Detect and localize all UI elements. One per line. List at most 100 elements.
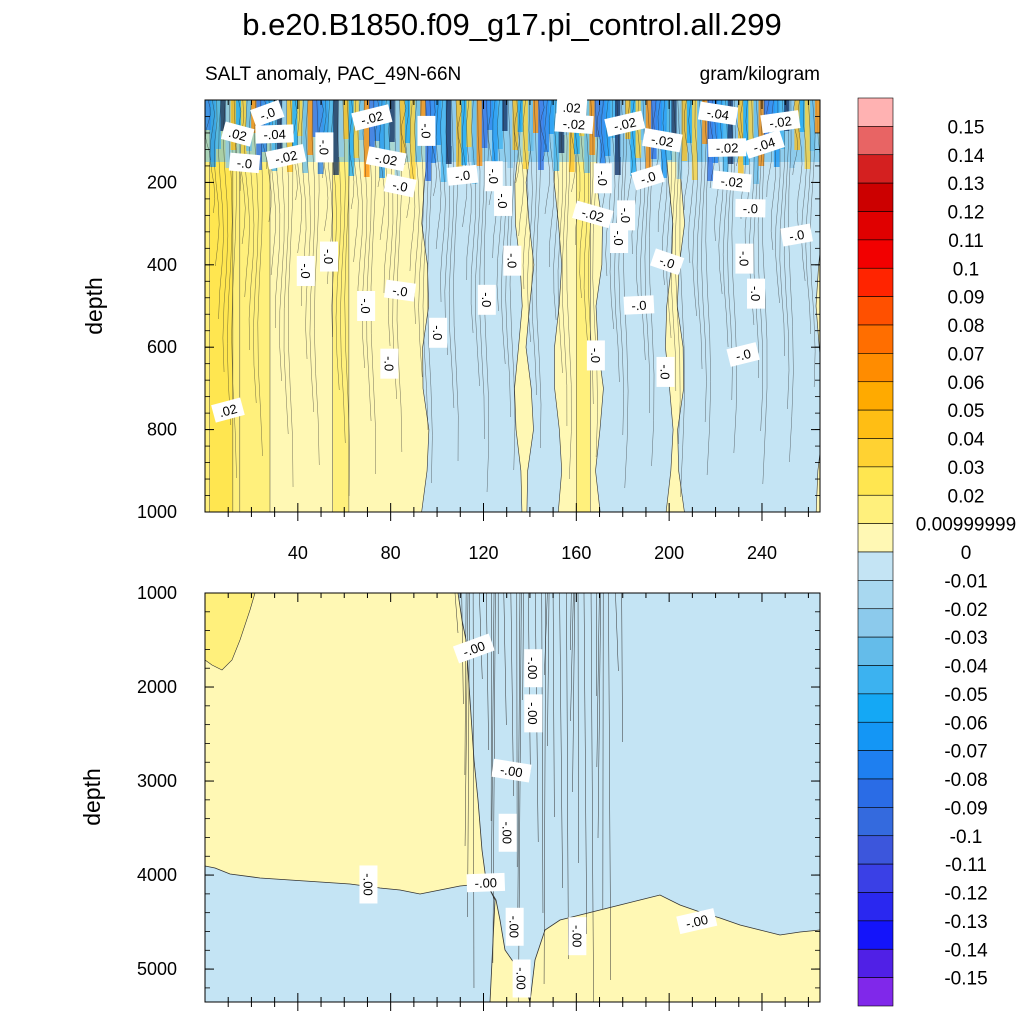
contour-label-box: [452, 633, 495, 664]
contour-label: -.0: [494, 185, 513, 216]
top-contour-line: [205, 100, 211, 161]
colorbar-label: -0.05: [944, 685, 987, 706]
contour-label-text: -.02: [650, 131, 675, 150]
contour-label-box: [505, 907, 524, 946]
top-surface-stripe: [671, 100, 678, 142]
contour-label-box: [417, 115, 436, 146]
contour-label-text: -.00: [499, 762, 523, 780]
top-surface-stripe: [394, 100, 401, 179]
contour-label: -.0: [380, 348, 399, 379]
top-contour-line: [296, 100, 302, 254]
contour-label-text: -.02: [716, 140, 739, 155]
contour-label-box: [735, 198, 766, 218]
colorbar-label: -0.08: [944, 770, 987, 791]
contour-label-text: -.0: [258, 104, 277, 123]
contour-label-box: [466, 872, 506, 893]
contour-label-text: -.02: [274, 148, 299, 167]
contour-label: -.02: [604, 110, 646, 137]
top-contour-line: [501, 100, 507, 365]
top-surface-stripe: [440, 100, 447, 182]
contour-label-text: -.0: [298, 263, 313, 278]
top-contour-line: [609, 100, 616, 330]
colorbar-swatch: [857, 296, 894, 326]
top-contour-line: [344, 100, 350, 497]
top-contour-line: [649, 100, 655, 467]
y-tick-label: 800: [147, 420, 177, 440]
contour-label-text: -.00: [474, 875, 497, 891]
contour-label: -.0: [735, 198, 766, 218]
top-contour-line: [714, 100, 720, 242]
contour-label-box: [604, 110, 646, 137]
top-contour-line: [475, 100, 481, 387]
top-surface-stripe: [215, 100, 221, 149]
contour-label-text: -.0: [430, 325, 445, 340]
bottom-contour-line: [486, 593, 489, 751]
top-surface-stripe: [533, 100, 539, 133]
contour-label-box: [568, 917, 587, 956]
contour-label-text: -.0: [734, 346, 752, 364]
contour-label-box: [780, 223, 813, 247]
contour-label: -.00: [568, 917, 587, 956]
top-contour-line: [418, 100, 424, 378]
contour-label: -.0: [735, 243, 754, 274]
contour-label-box: [315, 132, 334, 163]
top-contour-line: [557, 100, 563, 374]
top-contour-line: [427, 100, 433, 484]
contour-label-box: [228, 152, 261, 174]
contour-label: -.0: [617, 200, 636, 231]
top-surface-stripe: [369, 100, 375, 159]
colorbar-swatch: [857, 267, 894, 297]
top-surface-stripe: [492, 100, 498, 167]
colorbar-label: 0.00999999: [916, 515, 1016, 536]
top-surface-stripe: [343, 100, 350, 139]
top-contour-line: [553, 100, 559, 321]
contour-label-text: -.0: [657, 253, 676, 272]
contour-label-box: [494, 185, 513, 216]
top-contour-line: [801, 100, 807, 282]
contour-label-text: -.02: [359, 108, 384, 128]
contour-label-text: -.0: [618, 208, 633, 223]
top-surface-stripe: [307, 100, 314, 155]
top-surface-stripe: [466, 100, 473, 147]
top-contour-line: [622, 100, 629, 489]
x-tick-label: 160: [561, 543, 591, 563]
top-contour-line: [388, 100, 394, 347]
bottom-contour-line: [552, 593, 555, 818]
colorbar-swatch: [857, 948, 894, 978]
x-tick-label: 200: [654, 543, 684, 563]
contour-label: -.0: [228, 152, 261, 174]
top-contour-line: [453, 100, 459, 462]
colorbar-label: -0.02: [944, 600, 987, 621]
colorbar-swatch: [857, 665, 894, 695]
contour-label-text: -.0: [391, 283, 408, 300]
top-surface-stripe: [758, 100, 765, 166]
bottom-contour-line: [608, 593, 612, 981]
top-surface-stripe: [553, 100, 560, 171]
contour-label: -.0: [250, 99, 285, 128]
colorbar-swatch: [857, 636, 894, 666]
colorbar-label: 0.05: [948, 401, 985, 422]
top-contour-line: [340, 100, 346, 444]
contour-label: -.00: [466, 872, 506, 893]
top-surface-stripe: [461, 100, 467, 165]
top-contour-line: [705, 100, 711, 476]
top-surface-stripe: [697, 100, 703, 162]
contour-label-box: [586, 340, 605, 371]
contour-label-text: -.0: [479, 292, 494, 307]
top-contour-line: [253, 100, 259, 404]
contour-label-box: [697, 101, 739, 126]
colorbar-swatch: [857, 466, 894, 496]
top-surface-stripe: [522, 100, 529, 169]
bottom-contour-line: [583, 593, 587, 935]
top-contour-line: [444, 100, 450, 356]
chart-title: b.e20.B1850.f09_g17.pi_control.all.299: [242, 7, 782, 42]
top-contour-line: [435, 100, 442, 250]
colorbar-label: 0.03: [948, 458, 985, 479]
top-contour-line: [518, 100, 524, 237]
bottom-contour-line: [615, 593, 619, 672]
bottom-contour-line: [621, 593, 623, 743]
colorbar-label: 0.15: [948, 117, 985, 138]
chart-subtitle-right: gram/kilogram: [700, 64, 820, 85]
contour-label: -.02: [351, 104, 393, 131]
contour-label-box: [630, 164, 665, 191]
